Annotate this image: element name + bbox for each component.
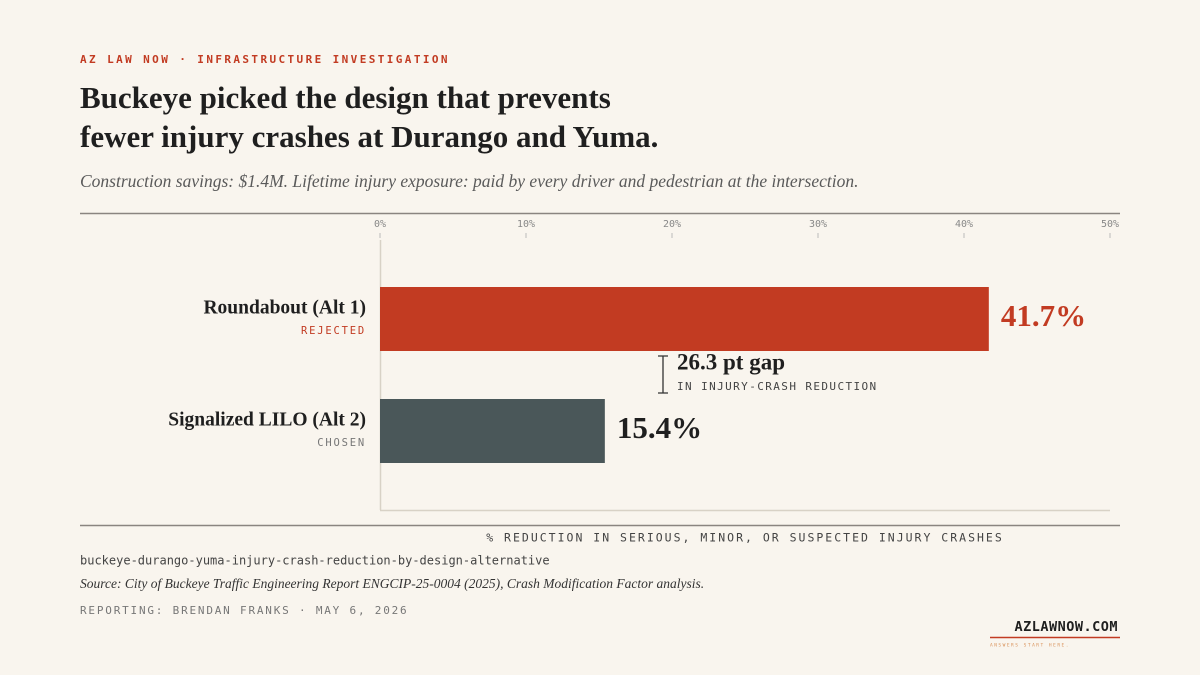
value-label: 15.4% — [617, 410, 702, 445]
x-tick-label: 30% — [809, 219, 827, 230]
x-tick-label: 50% — [1101, 219, 1119, 230]
x-tick-label: 10% — [517, 219, 535, 230]
x-tick-label: 20% — [663, 219, 681, 230]
category-label: Roundabout (Alt 1) — [203, 297, 366, 318]
category-label: Signalized LILO (Alt 2) — [168, 409, 366, 430]
x-tick-label: 40% — [955, 219, 973, 230]
category-note: CHOSEN — [317, 437, 366, 449]
gap-bracket — [658, 355, 668, 394]
value-label: 41.7% — [1001, 298, 1086, 333]
tagline: ANSWERS START HERE. — [990, 643, 1070, 649]
chart-title: Buckeye picked the design that prevents — [80, 80, 611, 115]
source: Source: City of Buckeye Traffic Engineer… — [80, 576, 704, 591]
x-tick-label: 0% — [374, 219, 386, 230]
x-axis-label: % REDUCTION IN SERIOUS, MINOR, OR SUSPEC… — [486, 531, 1004, 545]
byline: REPORTING: BRENDAN FRANKS · MAY 6, 2026 — [80, 604, 408, 617]
slug: buckeye-durango-yuma-injury-crash-reduct… — [80, 554, 550, 568]
chart-title: fewer injury crashes at Durango and Yuma… — [80, 119, 658, 154]
subtitle: Construction savings: $1.4M. Lifetime in… — [80, 171, 858, 191]
gap-annotation: 26.3 pt gap — [677, 349, 785, 374]
bar — [380, 399, 605, 463]
kicker: AZ LAW NOW · INFRASTRUCTURE INVESTIGATIO… — [80, 53, 450, 66]
logo: AZLAWNOW.COM — [1014, 619, 1118, 635]
category-note: REJECTED — [301, 325, 366, 337]
gap-annotation-sub: IN INJURY-CRASH REDUCTION — [677, 380, 878, 393]
bar — [380, 287, 989, 351]
